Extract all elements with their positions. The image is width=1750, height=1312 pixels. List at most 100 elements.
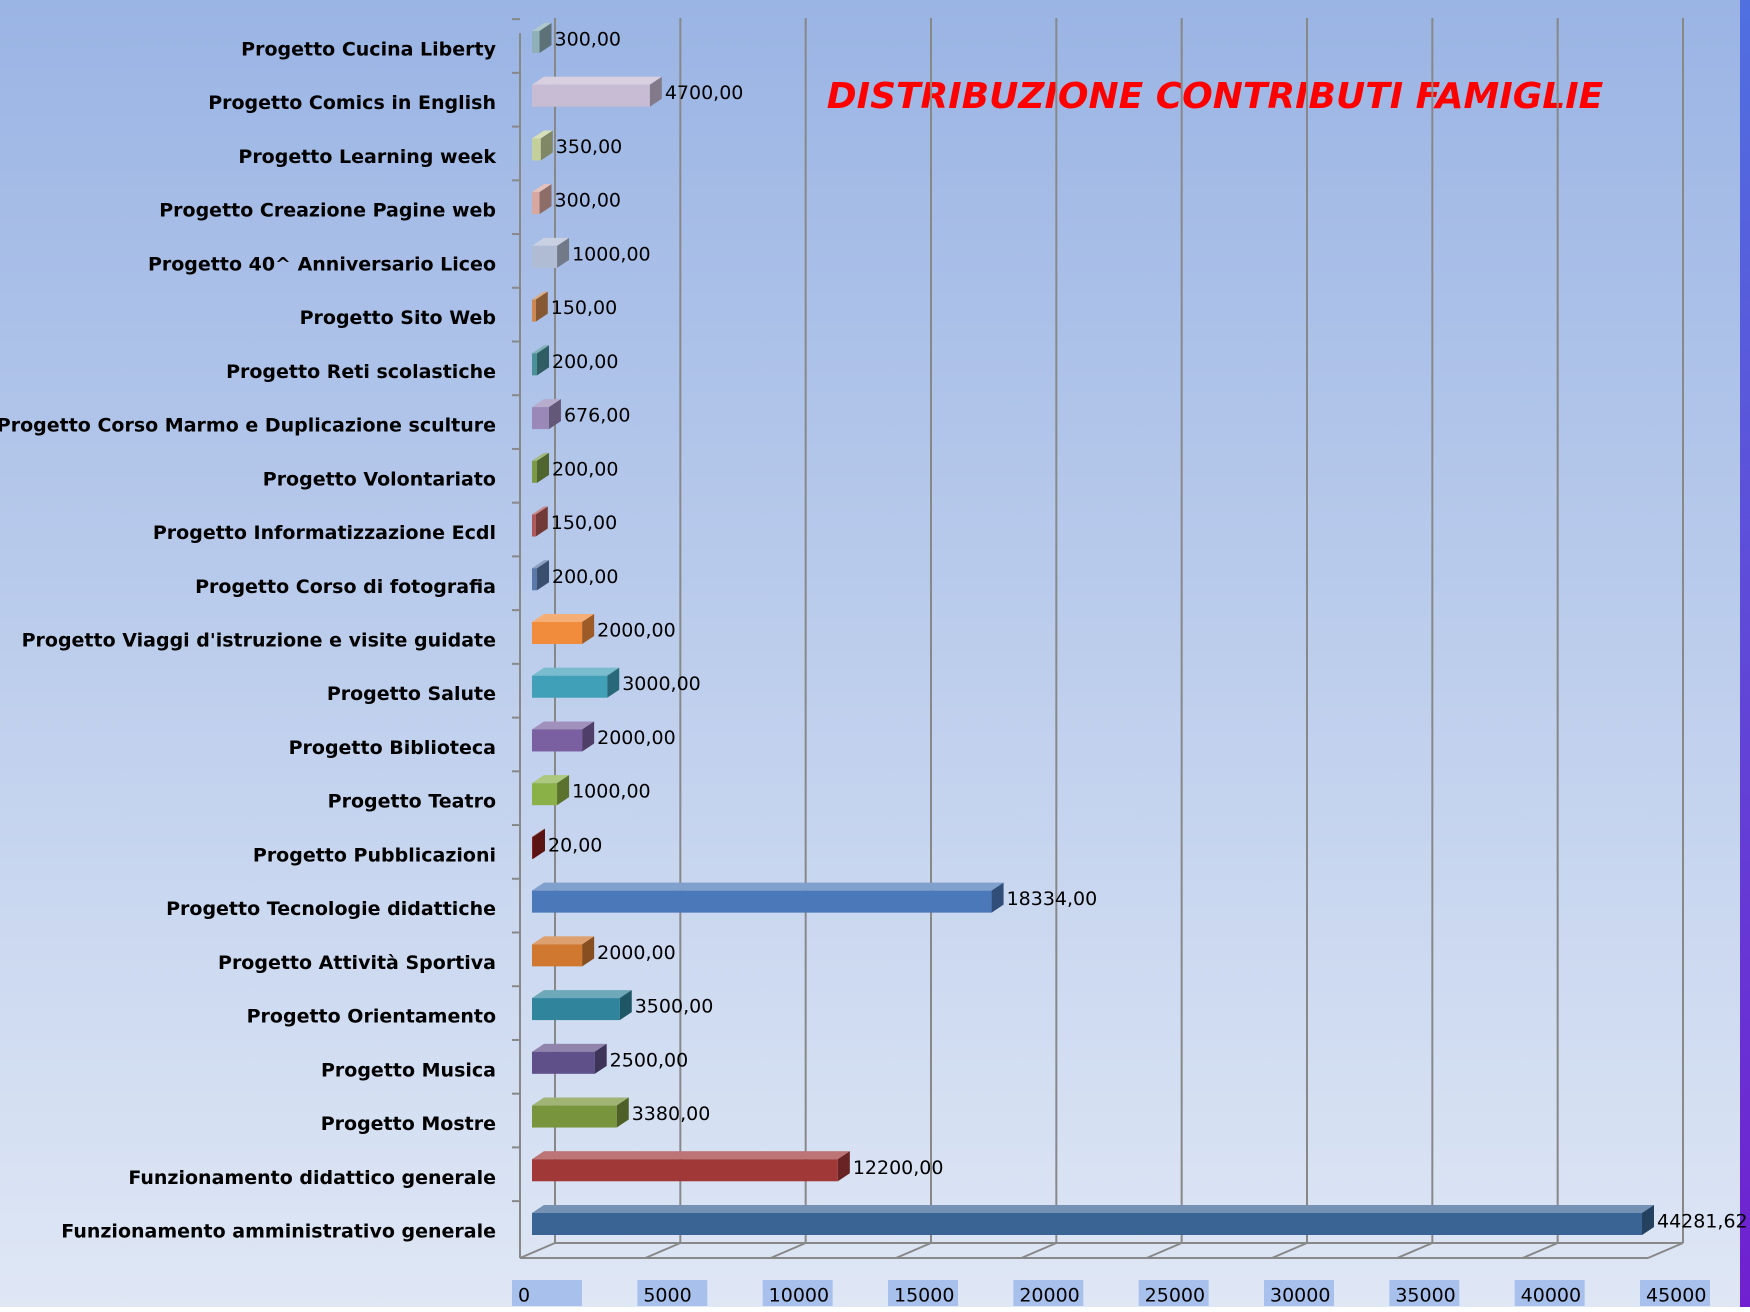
bar-top [532, 506, 548, 515]
bar [532, 1105, 617, 1128]
bar-top [532, 721, 595, 730]
y-tick-label: Progetto Creazione Pagine web [159, 200, 496, 222]
tick-label-bg [1264, 1280, 1334, 1306]
bar [532, 84, 650, 107]
x-tick-label: 10000 [769, 1285, 829, 1307]
bar [532, 783, 558, 806]
bar-side-shade [649, 76, 662, 107]
bar-top-shade [532, 1205, 1654, 1213]
x-tick-label: 5000 [643, 1285, 691, 1307]
bar-side [540, 130, 553, 161]
bar-side [619, 990, 632, 1021]
bar-top-shade [532, 667, 620, 676]
bar-top-shade [532, 130, 553, 139]
bar-top-shade [532, 882, 1004, 891]
x-tick-label: 40000 [1521, 1285, 1581, 1307]
bar-side [594, 1043, 607, 1074]
bar-top [532, 882, 1004, 891]
bar-top-shade [532, 291, 548, 300]
bar-top-shade [532, 237, 570, 246]
bar-side [582, 614, 595, 644]
floor-line [644, 1242, 681, 1259]
bar-side [533, 828, 545, 859]
x-tick-label: 45000 [1646, 1285, 1706, 1307]
bar-top [532, 1043, 607, 1052]
bar [532, 192, 540, 215]
bar-top-shade [532, 1043, 607, 1052]
bar-side-shade [582, 936, 595, 967]
x-tick-label: 25000 [1145, 1285, 1205, 1307]
bar-side [582, 721, 595, 752]
floor-line [1271, 1242, 1308, 1259]
tick-label-bg [1640, 1280, 1710, 1306]
bar-top [532, 76, 662, 85]
tick-label-bg [1514, 1280, 1585, 1306]
y-tick-label: Progetto Orientamento [247, 1006, 496, 1028]
bar-side [557, 237, 570, 268]
bar-side [557, 775, 570, 806]
bar-side-shade [537, 345, 550, 376]
value-label: 44281,62 [1657, 1211, 1748, 1233]
chart-title: DISTRIBUZIONE CONTRIBUTI FAMIGLIE [827, 76, 1604, 117]
bar-side [535, 506, 548, 537]
tick-label-bg [1138, 1280, 1209, 1306]
bar-side-shade [619, 990, 632, 1021]
bar [532, 729, 583, 752]
value-label: 150,00 [551, 297, 617, 319]
bar-top-shade [532, 560, 550, 569]
bar-side [548, 399, 561, 430]
value-label: 300,00 [555, 190, 621, 212]
bar-top-shade [532, 345, 550, 354]
bar [532, 890, 992, 913]
tick-label-bg [512, 1280, 582, 1306]
bar [532, 245, 558, 268]
bar-top [532, 936, 595, 945]
value-label: 2000,00 [597, 727, 676, 749]
bar [532, 138, 541, 161]
y-tick-label: Funzionamento didattico generale [128, 1167, 496, 1189]
bar [532, 407, 549, 430]
bar [532, 1051, 595, 1074]
value-label: 12200,00 [853, 1157, 944, 1179]
value-label: 4700,00 [665, 82, 744, 104]
y-tick-label: Funzionamento amministrativo generale [61, 1221, 496, 1243]
value-label: 676,00 [564, 405, 630, 427]
bar-side [537, 560, 550, 591]
bar-side-shade [991, 882, 1004, 913]
bar-side-shade [548, 399, 561, 430]
bar-top-shade [532, 1097, 629, 1106]
bar-side-shade [582, 614, 595, 644]
value-label: 2000,00 [597, 620, 676, 642]
y-tick-label: Progetto Volontariato [263, 468, 496, 490]
bar-top-shade [532, 990, 632, 999]
bar-top-shade [532, 828, 545, 837]
tick-label-bg [1013, 1280, 1084, 1306]
bar-side [539, 184, 552, 215]
bar-top [532, 452, 550, 461]
bar [532, 353, 538, 376]
bar-side-shade [533, 828, 545, 859]
y-tick-label: Progetto Pubblicazioni [253, 844, 496, 866]
tick-label-bg [888, 1280, 958, 1306]
bar-side-shade [557, 237, 570, 268]
y-tick-label: Progetto Tecnologie didattiche [166, 898, 496, 920]
bar [532, 622, 583, 644]
y-tick-label: Progetto Salute [327, 683, 496, 705]
floor-line [1522, 1242, 1559, 1259]
bar-top [532, 130, 553, 139]
bar-top [532, 184, 552, 193]
bar-top [532, 990, 632, 999]
bar-side-shade [539, 23, 552, 53]
value-label: 300,00 [555, 29, 621, 51]
y-tick-label: Progetto Informatizzazione Ecdl [153, 522, 496, 544]
bar-top [532, 828, 545, 837]
bar [532, 460, 538, 483]
bar-top-shade [532, 506, 548, 515]
bar-side [537, 345, 550, 376]
y-tick-label: Progetto Musica [321, 1059, 496, 1081]
tick-label-bg [1389, 1280, 1460, 1306]
y-tick-label: Progetto Attività Sportiva [218, 952, 496, 974]
x-tick-label: 0 [518, 1285, 530, 1307]
bar-side-shade [535, 291, 548, 322]
